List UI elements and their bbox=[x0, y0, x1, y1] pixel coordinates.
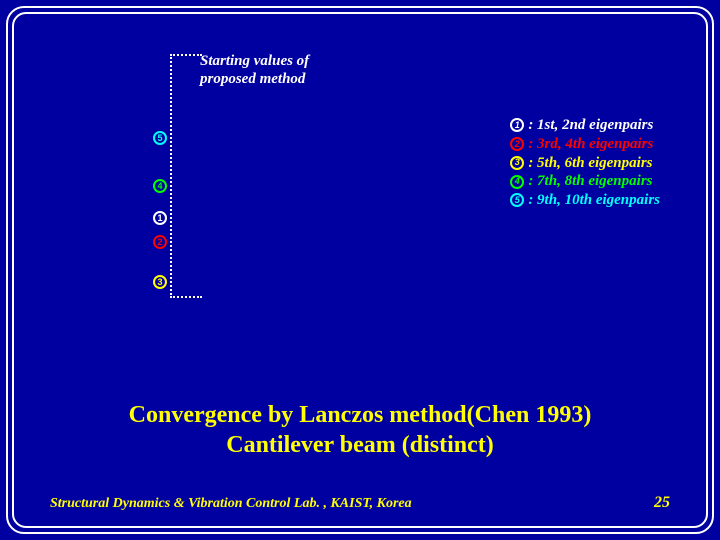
legend-item-4: 4 : 7th, 8th eigenpairs bbox=[510, 172, 660, 191]
marker-1: 1 bbox=[152, 210, 168, 226]
page-number: 25 bbox=[654, 494, 670, 512]
circled-5-icon: 5 bbox=[153, 131, 167, 145]
circled-3-icon: 3 bbox=[510, 156, 524, 170]
slide-content: 5 4 1 2 3 Starting values of proposed me… bbox=[20, 20, 700, 520]
circled-5-icon: 5 bbox=[510, 193, 524, 207]
marker-4: 4 bbox=[152, 178, 168, 194]
legend-item-2: 2 : 3rd, 4th eigenpairs bbox=[510, 135, 660, 154]
legend-text: : 5th, 6th eigenpairs bbox=[528, 154, 652, 173]
legend-text: : 3rd, 4th eigenpairs bbox=[528, 135, 653, 154]
chart-caption: Starting values of proposed method bbox=[200, 52, 309, 88]
circled-1-icon: 1 bbox=[153, 211, 167, 225]
circled-2-icon: 2 bbox=[153, 235, 167, 249]
legend-item-1: 1 : 1st, 2nd eigenpairs bbox=[510, 116, 660, 135]
marker-5: 5 bbox=[152, 130, 168, 146]
marker-3: 3 bbox=[152, 274, 168, 290]
circled-3-icon: 3 bbox=[153, 275, 167, 289]
marker-2: 2 bbox=[152, 234, 168, 250]
headline: Convergence by Lanczos method(Chen 1993)… bbox=[20, 400, 700, 460]
axis-box bbox=[170, 54, 202, 298]
headline-line1: Convergence by Lanczos method(Chen 1993) bbox=[129, 402, 592, 428]
footer-text: Structural Dynamics & Vibration Control … bbox=[50, 496, 412, 512]
circled-2-icon: 2 bbox=[510, 137, 524, 151]
headline-line2: Cantilever beam (distinct) bbox=[226, 432, 494, 458]
legend-item-3: 3 : 5th, 6th eigenpairs bbox=[510, 154, 660, 173]
legend-text: : 9th, 10th eigenpairs bbox=[528, 191, 660, 210]
legend: 1 : 1st, 2nd eigenpairs 2 : 3rd, 4th eig… bbox=[510, 116, 660, 210]
circled-1-icon: 1 bbox=[510, 118, 524, 132]
legend-item-5: 5 : 9th, 10th eigenpairs bbox=[510, 191, 660, 210]
circled-4-icon: 4 bbox=[510, 175, 524, 189]
legend-text: : 1st, 2nd eigenpairs bbox=[528, 116, 653, 135]
legend-text: : 7th, 8th eigenpairs bbox=[528, 172, 652, 191]
circled-4-icon: 4 bbox=[153, 179, 167, 193]
